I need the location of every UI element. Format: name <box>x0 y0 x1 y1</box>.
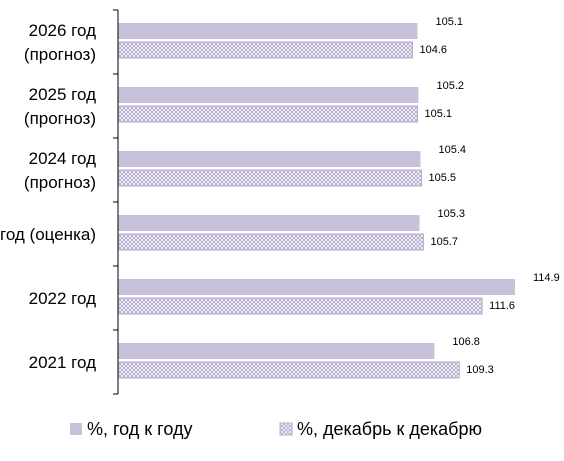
category-label-line: 2021 год <box>29 353 96 372</box>
category-axis <box>113 9 119 395</box>
value-label: 105.5 <box>428 172 456 184</box>
category-label-line: (прогноз) <box>24 173 96 192</box>
category-label: 2022 год <box>29 289 96 308</box>
value-label: 105.7 <box>430 236 458 248</box>
bar-dec-1 <box>117 105 418 123</box>
legend: %, год к году %, декабрь к декабрю <box>70 419 482 439</box>
value-label: 105.2 <box>436 80 464 92</box>
value-label: 114.9 <box>533 272 560 284</box>
value-label: 104.6 <box>420 44 448 56</box>
value-label: 106.8 <box>452 336 480 348</box>
legend-swatch-yoy <box>70 423 82 435</box>
bar-dec-0 <box>117 41 414 59</box>
category-label: 2021 год <box>29 353 96 372</box>
bar-yoy-4 <box>118 279 515 295</box>
category-label-line: (прогноз) <box>24 45 96 64</box>
bar-dec-4 <box>117 297 483 315</box>
value-label: 111.6 <box>489 300 515 312</box>
value-label: 105.3 <box>437 208 465 220</box>
value-label: 105.1 <box>435 16 463 28</box>
bar-yoy-5 <box>118 343 435 359</box>
legend-label-dec: %, декабрь к декабрю <box>297 419 482 439</box>
category-label: 2025 год (прогноз) <box>24 85 96 128</box>
value-label: 109.3 <box>466 364 494 376</box>
category-label: 2026 год (прогноз) <box>24 21 96 64</box>
bar-dec-5 <box>117 361 460 379</box>
category-labels-group: 2026 год (прогноз)2025 год (прогноз)2024 г… <box>0 21 96 372</box>
bar-yoy-2 <box>118 151 421 167</box>
category-label-line: 2023 год (оценка) <box>0 225 96 244</box>
bar-dec-2 <box>117 169 422 187</box>
category-label: 2024 год (прогноз) <box>24 149 96 192</box>
category-label: 2023 год (оценка) <box>0 225 96 244</box>
category-label-line: 2024 год <box>29 149 96 168</box>
bar-dec-3 <box>117 233 424 251</box>
legend-label-yoy: %, год к году <box>87 419 192 439</box>
value-labels-group: 105.1 104.6 105.2 105.1 105.4 105.5 105.3 105.7… <box>420 16 560 376</box>
category-label-line: 2026 год <box>29 21 96 40</box>
bar-yoy-0 <box>118 23 418 39</box>
category-label-line: 2025 год <box>29 85 96 104</box>
category-label-line: (прогноз) <box>24 109 96 128</box>
legend-swatch-dec <box>279 422 293 436</box>
category-label-line: 2022 год <box>29 289 96 308</box>
bars-group <box>117 23 515 379</box>
value-label: 105.4 <box>438 144 466 156</box>
bar-yoy-1 <box>118 87 419 103</box>
bar-yoy-3 <box>118 215 420 231</box>
value-label: 105.1 <box>424 108 452 120</box>
